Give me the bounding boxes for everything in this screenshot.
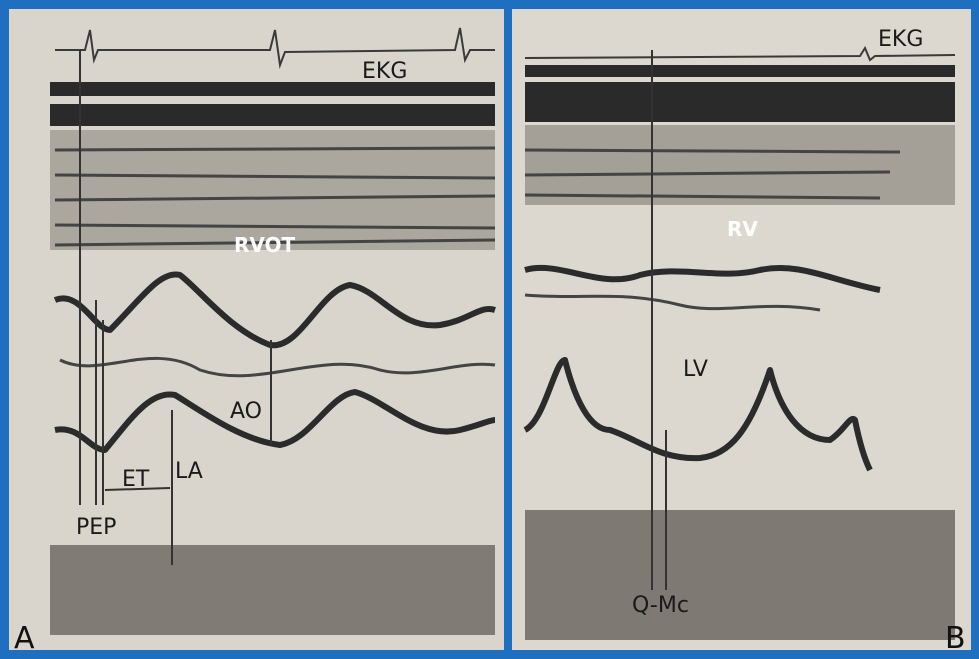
label-q-mc: Q-Mc <box>632 593 689 618</box>
label-ekg: EKG <box>362 59 407 84</box>
panel-b: EKG RV LV Q-Mc B <box>512 9 971 656</box>
label-et: ET <box>122 467 150 492</box>
label-ao: AO <box>230 399 262 424</box>
label-rv: RV <box>727 217 758 241</box>
label-ekg: EKG <box>878 27 923 52</box>
label-lv: LV <box>683 357 708 382</box>
panel-letter: A <box>14 621 35 656</box>
label-la: LA <box>175 459 203 484</box>
panel-a: EKG RVOT AO LA ET PEP A <box>9 9 504 656</box>
label-rvot: RVOT <box>234 233 296 257</box>
label-pep: PEP <box>76 515 116 540</box>
figure: EKG RVOT AO LA ET PEP A EKG RV LV Q-Mc B <box>0 0 979 659</box>
panel-letter: B <box>945 621 966 656</box>
